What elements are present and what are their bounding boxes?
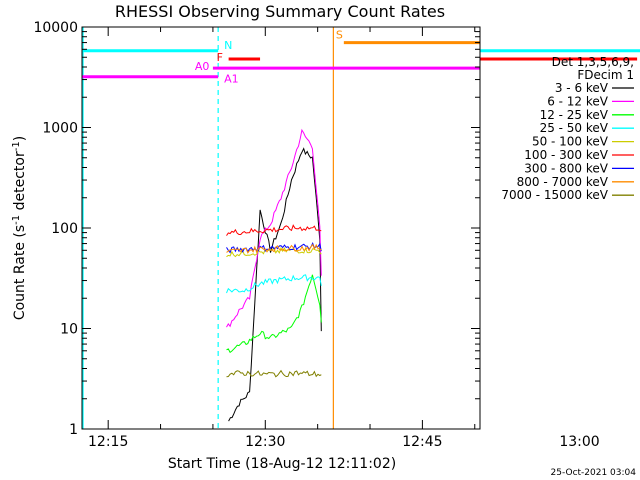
legend-entry-8: 7000 - 15000 keV (501, 188, 608, 202)
legend-header-1: FDecim 1 (577, 68, 634, 82)
y-axis-label-sup1: -1 (11, 215, 22, 225)
y-axis-label: Count Rate (s-1 detector-1) (11, 136, 28, 320)
y-axis-label-end: ) (12, 136, 28, 141)
y-axis-label-main: Count Rate (s (12, 225, 28, 320)
series-line-2 (226, 274, 322, 354)
x-tick-label-3: 13:00 (559, 434, 599, 450)
legend-entry-4: 50 - 100 keV (532, 135, 609, 149)
chart-title: RHESSI Observing Summary Count Rates (115, 2, 445, 21)
legend-entry-1: 6 - 12 keV (547, 94, 609, 108)
y-tick-label-3: 1000 (42, 121, 78, 137)
legend-header-0: Det 1,3,5,6,9, (552, 55, 634, 69)
series-line-1 (226, 128, 322, 328)
x-axis-label: Start Time (18-Aug-12 12:11:02) (168, 456, 396, 472)
series-line-6 (226, 242, 322, 254)
series-line-3 (226, 274, 322, 294)
legend-entry-5: 100 - 300 keV (524, 148, 608, 162)
y-tick-label-0: 1 (69, 422, 78, 438)
x-tick-label-0: 12:15 (88, 434, 128, 450)
y-tick-label-4: 10000 (33, 20, 78, 36)
x-tick-label-1: 12:30 (245, 434, 285, 450)
flag-label-S: S (336, 29, 343, 42)
legend-entry-3: 25 - 50 keV (540, 121, 609, 135)
series-line-5 (226, 224, 322, 236)
footer-timestamp: 25-Oct-2021 03:04 (551, 468, 637, 478)
x-tick-label-2: 12:45 (402, 434, 442, 450)
series-line-0 (228, 147, 322, 422)
legend-entry-0: 3 - 6 keV (555, 81, 609, 95)
series-line-7 (226, 243, 322, 254)
y-axis: 1 10 100 1000 10000 (33, 20, 480, 438)
y-tick-label-2: 100 (51, 221, 78, 237)
flag-label-N: N (224, 39, 232, 52)
flag-bars: N S F A0 A1 (82, 29, 640, 86)
flag-label-A0: A0 (195, 60, 210, 73)
flag-label-A1: A1 (224, 73, 239, 86)
y-tick-label-1: 10 (60, 322, 78, 338)
legend-entry-6: 300 - 800 keV (524, 161, 608, 175)
legend-entry-2: 12 - 25 keV (540, 108, 609, 122)
legend-entry-7: 800 - 7000 keV (517, 175, 609, 189)
series-lines (226, 128, 322, 422)
y-axis-label-mid: detector (12, 151, 28, 215)
series-line-8 (226, 369, 322, 378)
flag-label-F: F (217, 51, 223, 64)
y-axis-label-sup2: -1 (11, 141, 22, 151)
